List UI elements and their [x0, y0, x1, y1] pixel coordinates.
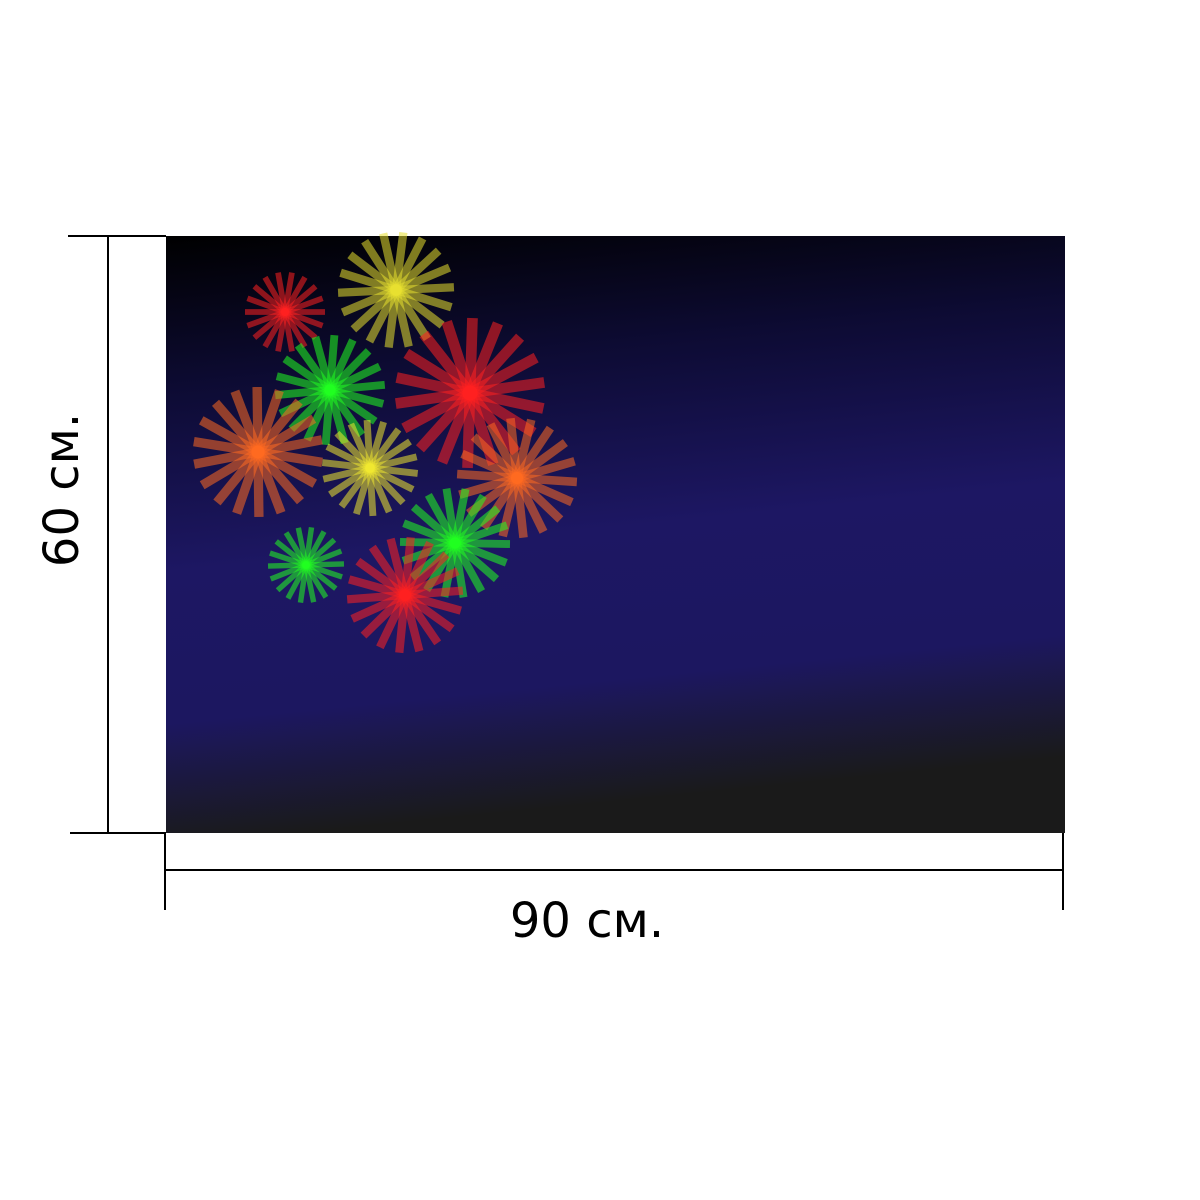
firework-ray	[321, 389, 334, 446]
firework-core	[251, 445, 265, 459]
firework	[456, 417, 578, 539]
firework-ray	[363, 419, 374, 469]
firework-core	[365, 463, 375, 473]
firework	[267, 527, 345, 603]
firework	[193, 386, 323, 518]
height-dimension: 60 см.	[34, 235, 166, 834]
firework-core	[390, 284, 402, 296]
fireworks	[193, 231, 578, 654]
height-label: 60 см.	[34, 413, 90, 567]
firework-ray	[360, 592, 408, 639]
firework-core	[462, 385, 478, 401]
firework-core	[449, 537, 461, 549]
firework	[245, 272, 325, 352]
firework-ray	[393, 286, 445, 329]
firework-core	[281, 308, 289, 316]
width-label: 90 см.	[510, 893, 664, 949]
firework-core	[399, 589, 411, 601]
firework-ray	[284, 295, 324, 315]
firework-ray	[303, 564, 317, 603]
firework-ray	[514, 439, 568, 482]
firework	[346, 536, 464, 654]
firework-core	[302, 561, 310, 569]
firework-core	[511, 472, 523, 484]
firework	[274, 334, 386, 446]
firework-ray	[453, 539, 508, 567]
firework-core	[324, 384, 336, 396]
firework	[321, 419, 419, 517]
firework-ray	[198, 416, 261, 457]
firework-ray	[401, 388, 473, 434]
firework	[337, 231, 455, 349]
width-dimension: 90 см.	[164, 833, 1064, 949]
